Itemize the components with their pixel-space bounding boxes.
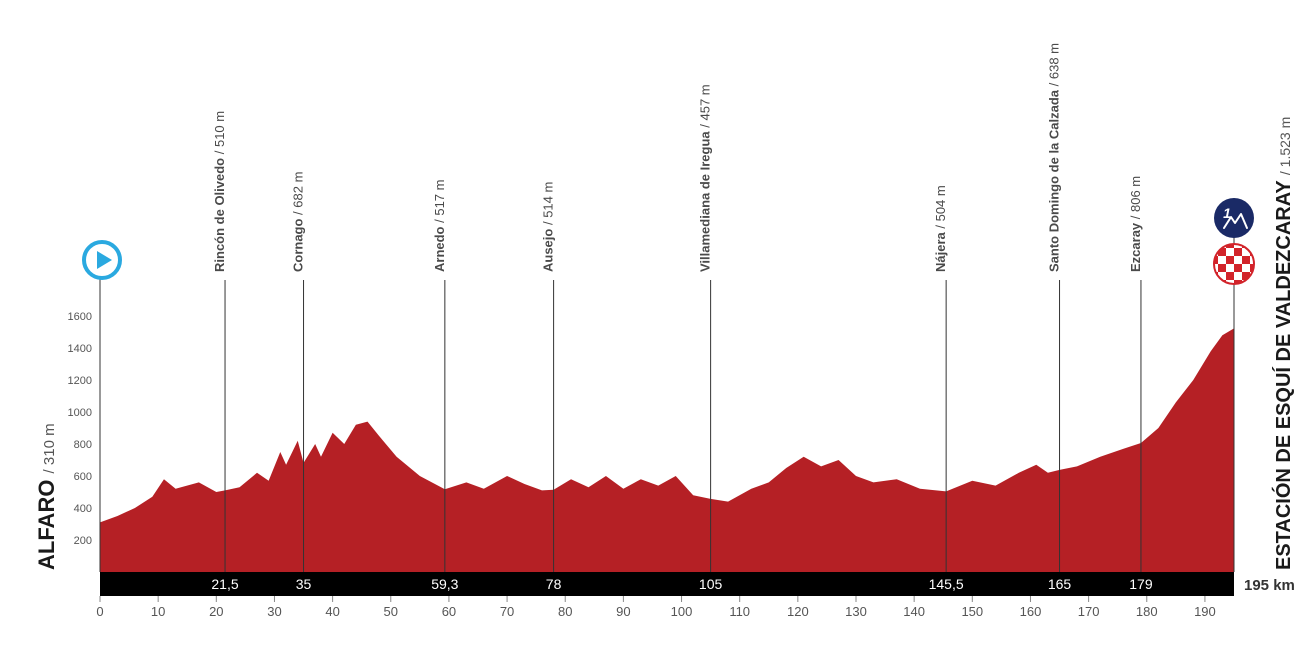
x-tick: 50 <box>384 604 398 619</box>
marker-label: Ezcaray / 806 m <box>1128 176 1143 272</box>
km-bar-label: 59,3 <box>431 576 458 592</box>
x-tick: 140 <box>903 604 925 619</box>
km-bar-label: 21,5 <box>211 576 238 592</box>
finish-title: ESTACIÓN DE ESQUÍ DE VALDEZCARAY / 1.523… <box>1271 117 1295 570</box>
x-tick: 40 <box>325 604 339 619</box>
x-tick: 20 <box>209 604 223 619</box>
y-tick: 1400 <box>68 343 92 355</box>
x-tick: 130 <box>845 604 867 619</box>
marker-label: Ausejo / 514 m <box>541 182 556 272</box>
marker-label: Cornago / 682 m <box>291 172 306 272</box>
x-tick: 30 <box>267 604 281 619</box>
marker-label: Rincón de Olivedo / 510 m <box>212 111 227 272</box>
x-tick: 190 <box>1194 604 1216 619</box>
x-tick: 180 <box>1136 604 1158 619</box>
y-tick: 600 <box>74 471 92 483</box>
x-tick: 170 <box>1078 604 1100 619</box>
elevation-profile-chart: 200 400 600 800 1000 1200 1400 1600 0 10 20 30 40 50 6… <box>0 0 1312 660</box>
x-tick: 80 <box>558 604 572 619</box>
y-tick: 800 <box>74 439 92 451</box>
x-tick: 60 <box>442 604 456 619</box>
x-tick: 120 <box>787 604 809 619</box>
km-bar-label: 179 <box>1129 576 1153 592</box>
marker-label: Nájera / 504 m <box>933 185 948 272</box>
x-tick: 70 <box>500 604 514 619</box>
y-tick: 400 <box>74 503 92 515</box>
km-bar-label: 78 <box>546 576 562 592</box>
y-tick: 1200 <box>68 375 92 387</box>
x-tick: 0 <box>96 604 103 619</box>
x-tick: 110 <box>729 604 750 619</box>
x-tick: 90 <box>616 604 630 619</box>
km-bar-label: 105 <box>699 576 723 592</box>
x-tick: 10 <box>151 604 165 619</box>
total-km-label: 195 km <box>1244 577 1295 594</box>
y-tick: 1600 <box>68 311 92 323</box>
marker-label: Santo Domingo de la Calzada / 638 m <box>1047 43 1062 272</box>
start-title: ALFARO / 310 m <box>34 423 59 570</box>
finish-checker-icon <box>1210 240 1258 288</box>
marker-label: Arnedo / 517 m <box>432 180 447 272</box>
km-bar-label: 165 <box>1048 576 1072 592</box>
x-tick: 100 <box>671 604 693 619</box>
y-tick: 200 <box>74 535 92 547</box>
elevation-fill <box>100 328 1234 572</box>
x-tick: 160 <box>1020 604 1042 619</box>
x-tick: 150 <box>961 604 983 619</box>
category-badge <box>1214 198 1254 238</box>
km-bar-label: 35 <box>296 576 312 592</box>
marker-label: Villamediana de Iregua / 457 m <box>698 84 713 272</box>
y-tick: 1000 <box>68 407 92 419</box>
profile-svg: 200 400 600 800 1000 1200 1400 1600 0 10 20 30 40 50 6… <box>0 0 1312 660</box>
km-bar-label: 145,5 <box>929 576 964 592</box>
